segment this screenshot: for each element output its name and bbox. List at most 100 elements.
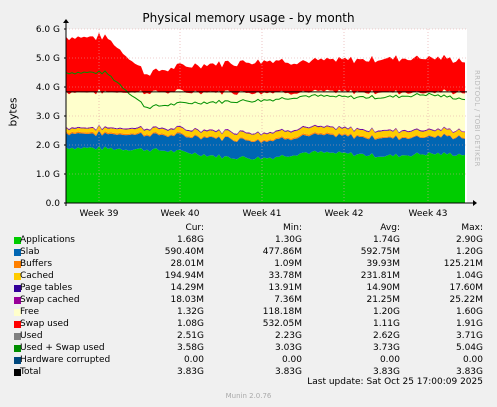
legend-name: Swap cached (20, 295, 80, 305)
munin-version: Munin 2.0.76 (225, 392, 272, 400)
legend-swatch (14, 345, 21, 352)
legend-value-avg: 2.62G (372, 331, 400, 341)
legend-value-max: 17.60M (449, 283, 483, 293)
x-tick-label: Week 42 (325, 209, 364, 219)
legend-name: Slab (20, 247, 40, 257)
line-used-plus-swap (65, 70, 466, 110)
legend-value-avg: 21.25M (366, 295, 400, 305)
x-tick-label: Week 40 (161, 209, 200, 219)
legend-name: Free (20, 307, 40, 317)
legend-value-max: 2.90G (455, 235, 483, 245)
x-axis-arrow (473, 200, 477, 206)
legend-value-cur: 3.58G (176, 343, 204, 353)
legend-name: Swap used (20, 319, 69, 329)
legend-value-max: 3.83G (455, 367, 483, 377)
legend-name: Page tables (20, 283, 73, 293)
legend-row: Swap cached 18.03M 7.36M 21.25M 25.22M (0, 294, 497, 306)
legend-row: Used + Swap used 3.58G 3.03G 3.73G 5.04G (0, 342, 497, 354)
legend-row: Free 1.32G 118.18M 1.20G 1.60G (0, 306, 497, 318)
legend-name: Applications (20, 235, 75, 245)
legend-row: Swap used 1.08G 532.05M 1.11G 1.91G (0, 318, 497, 330)
legend-name: Buffers (20, 259, 53, 269)
legend-row: Total 3.83G 3.83G 3.83G 3.83G (0, 366, 497, 378)
legend-value-avg: 0.00 (379, 355, 400, 365)
area-free (66, 88, 465, 135)
legend-row: Applications 1.68G 1.30G 1.74G 2.90G (0, 234, 497, 246)
legend-value-cur: 2.51G (176, 331, 204, 341)
legend-value-avg: 592.75M (360, 247, 400, 257)
legend-value-avg: 3.83G (372, 367, 400, 377)
legend-row: Buffers 28.01M 1.09M 39.93M 125.21M (0, 258, 497, 270)
legend-value-max: 1.20G (455, 247, 483, 257)
legend-swatch (14, 309, 21, 316)
legend-value-cur: 1.68G (176, 235, 204, 245)
legend-header-avg: Avg: (380, 223, 400, 233)
legend-value-min: 0.00 (281, 355, 302, 365)
chart-title: Physical memory usage - by month (142, 11, 355, 25)
legend-value-avg: 1.74G (372, 235, 400, 245)
legend-value-avg: 3.73G (372, 343, 400, 353)
legend-swatch (14, 285, 21, 292)
x-tick-label: Week 39 (80, 209, 119, 219)
legend-value-min: 1.09M (274, 259, 302, 269)
legend-value-cur: 3.83G (176, 367, 204, 377)
legend-value-max: 1.04G (455, 271, 483, 281)
y-tick-label: 5.0 G (36, 54, 60, 64)
legend-header-min: Min: (282, 223, 302, 233)
legend-name: Total (20, 367, 42, 377)
y-tick-label: 6.0 G (36, 25, 60, 35)
legend-value-avg: 1.20G (372, 307, 400, 317)
legend-value-min: 2.23G (274, 331, 302, 341)
legend-name: Cached (20, 271, 54, 281)
x-tick-label: Week 43 (409, 209, 448, 219)
last-update: Last update: Sat Oct 25 17:00:09 2025 (307, 377, 483, 387)
legend-swatch (14, 357, 21, 364)
y-tick-label: 1.0 G (36, 170, 60, 180)
legend-row: Used 2.51G 2.23G 2.62G 3.71G (0, 330, 497, 342)
legend-value-max: 5.04G (455, 343, 483, 353)
legend-value-min: 477.86M (262, 247, 302, 257)
area-swap-cached (66, 124, 465, 135)
legend-row: Hardware corrupted 0.00 0.00 0.00 0.00 (0, 354, 497, 366)
legend-value-cur: 1.32G (176, 307, 204, 317)
legend-name: Hardware corrupted (20, 355, 111, 365)
legend-value-cur: 194.94M (164, 271, 204, 281)
legend-swatch (14, 333, 21, 340)
legend-name: Used (20, 331, 43, 341)
area-applications (66, 146, 465, 203)
legend-swatch (14, 261, 21, 268)
legend-header: Cur: Min: Avg: Max: (0, 222, 497, 234)
area-cached (66, 125, 465, 142)
legend-name: Used + Swap used (20, 343, 105, 353)
legend-value-cur: 0.00 (183, 355, 204, 365)
legend-value-min: 118.18M (262, 307, 302, 317)
legend-value-cur: 1.08G (176, 319, 204, 329)
area-page-tables (66, 124, 465, 136)
legend-value-min: 3.03G (274, 343, 302, 353)
legend-value-max: 1.91G (455, 319, 483, 329)
legend-value-avg: 14.90M (366, 283, 400, 293)
legend-value-avg: 231.81M (360, 271, 400, 281)
legend-value-min: 13.91M (268, 283, 302, 293)
legend-row: Cached 194.94M 33.78M 231.81M 1.04G (0, 270, 497, 282)
legend-swatch (14, 297, 21, 304)
legend-value-cur: 18.03M (170, 295, 204, 305)
legend-value-max: 3.71G (455, 331, 483, 341)
y-tick-label: 0.0 (46, 199, 61, 209)
legend-value-max: 125.21M (443, 259, 483, 269)
y-tick-label: 2.0 G (36, 141, 60, 151)
legend-swatch (14, 369, 21, 376)
legend-value-min: 33.78M (268, 271, 302, 281)
legend-table: Cur: Min: Avg: Max: Applications 1.68G 1.30G 1.… (0, 222, 497, 378)
y-tick-label: 3.0 G (36, 112, 60, 122)
legend-value-cur: 28.01M (170, 259, 204, 269)
legend-value-min: 3.83G (274, 367, 302, 377)
legend-swatch (14, 273, 21, 280)
y-axis-arrow (63, 19, 69, 23)
x-tick-label: Week 41 (243, 209, 282, 219)
legend-row: Slab 590.40M 477.86M 592.75M 1.20G (0, 246, 497, 258)
legend-value-max: 0.00 (462, 355, 483, 365)
legend-value-min: 532.05M (262, 319, 302, 329)
area-slab (66, 130, 465, 160)
legend-value-min: 1.30G (274, 235, 302, 245)
